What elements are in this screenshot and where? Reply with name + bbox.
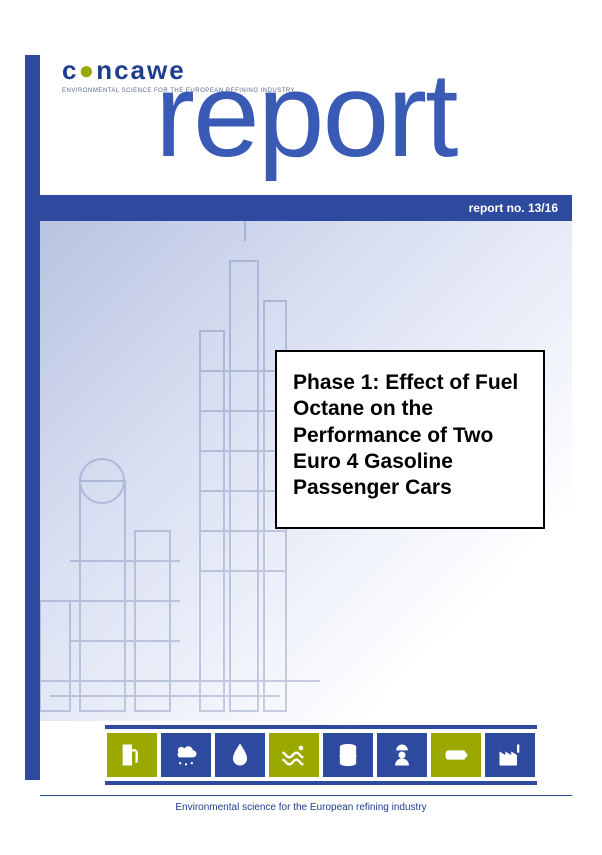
masthead-title: report bbox=[155, 55, 456, 175]
water-drop-icon bbox=[215, 733, 265, 777]
barrel-icon bbox=[323, 733, 373, 777]
left-accent-bar bbox=[25, 55, 40, 780]
report-number: report no. 13/16 bbox=[469, 201, 558, 215]
wave-icon bbox=[269, 733, 319, 777]
footer-tagline: Environmental science for the European r… bbox=[0, 802, 602, 813]
report-title-box: Phase 1: Effect of Fuel Octane on the Pe… bbox=[275, 350, 545, 529]
report-title: Phase 1: Effect of Fuel Octane on the Pe… bbox=[293, 370, 527, 501]
topic-icon-strip bbox=[105, 725, 537, 785]
logo-letter: c bbox=[62, 55, 78, 85]
factory-icon bbox=[485, 733, 535, 777]
footer-divider bbox=[40, 795, 572, 796]
logo-o-filled-icon: ● bbox=[78, 55, 96, 85]
worker-icon bbox=[377, 733, 427, 777]
fuel-pump-icon bbox=[107, 733, 157, 777]
report-number-band: report no. 13/16 bbox=[40, 195, 572, 221]
pipe-icon bbox=[431, 733, 481, 777]
weather-icon bbox=[161, 733, 211, 777]
report-cover-page: c●ncawe ENVIRONMENTAL SCIENCE FOR THE EU… bbox=[0, 0, 602, 855]
